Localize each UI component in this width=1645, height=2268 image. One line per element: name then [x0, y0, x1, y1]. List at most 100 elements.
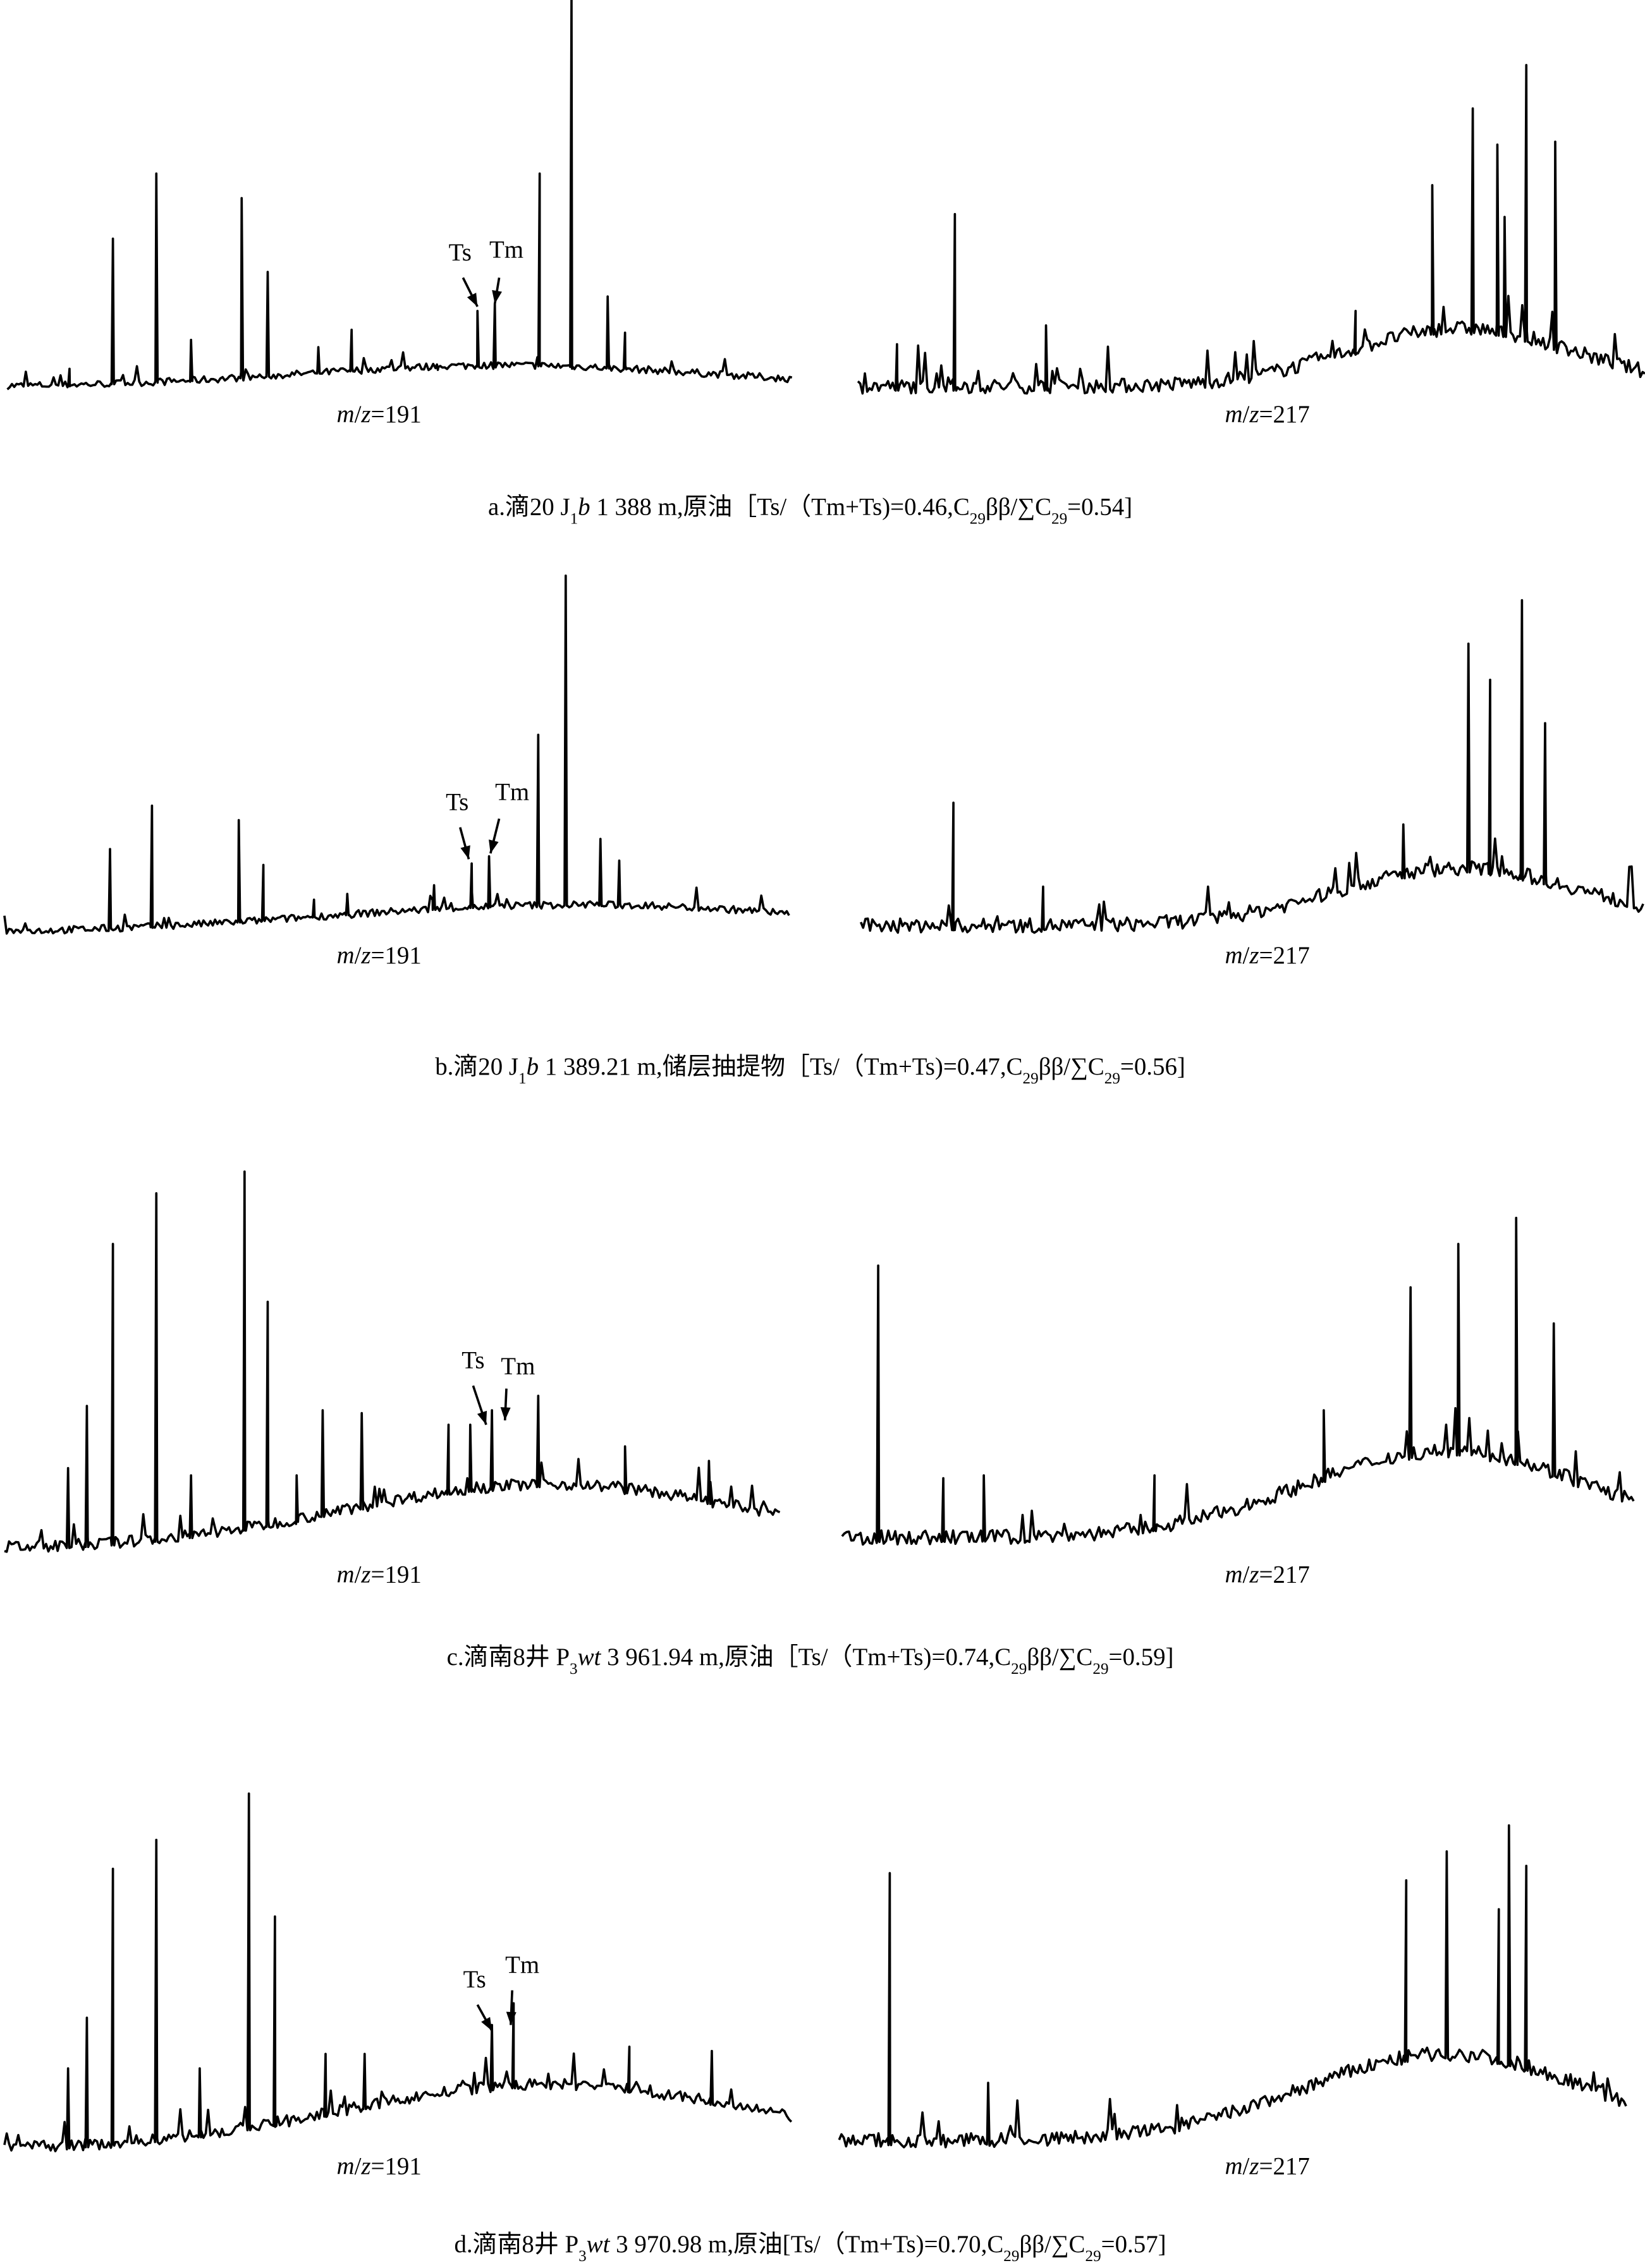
arrow-head [467, 293, 478, 307]
label-part: =0.59] [1109, 1643, 1174, 1671]
label-part: m [1225, 401, 1242, 428]
rich-label: m/z=191 [336, 1561, 421, 1588]
tm-label: Tm [489, 236, 523, 263]
label-part: 3 970.98 m,原油[Ts/（Tm+Ts)=0.70,C [609, 2231, 1003, 2258]
label-part: =191 [371, 942, 422, 969]
subscript: 1 [570, 510, 578, 527]
chromatogram [3, 1792, 793, 2152]
label-part: wt [578, 1643, 602, 1671]
chromatogram [4, 1170, 781, 1553]
arrow-head [506, 2011, 517, 2025]
arrow-head [460, 845, 470, 860]
rich-label: c.滴南8井 P3wt 3 961.94 m,原油［Ts/（Tm+Ts)=0.7… [447, 1643, 1174, 1678]
label-part: z [360, 401, 370, 428]
label-part: =217 [1259, 942, 1310, 969]
label-part: 1 389.21 m,储层抽提物［Ts/（Tm+Ts)=0.47,C [539, 1053, 1022, 1080]
chromatogram [838, 1824, 1627, 2149]
arrow-head [500, 1407, 511, 1421]
label-part: ββ/∑C [1027, 1643, 1092, 1671]
label-part: m [1225, 942, 1242, 969]
label-part: b.滴20 J [435, 1053, 518, 1080]
subscript: 29 [1104, 1070, 1120, 1087]
subscript: 3 [570, 1660, 578, 1677]
rich-label: m/z=217 [1225, 2152, 1309, 2180]
subscript: 29 [1011, 1660, 1027, 1677]
subscript: 29 [1085, 2247, 1101, 2264]
label-part: a.滴20 J [488, 494, 570, 521]
chromatogram [3, 574, 790, 935]
rich-label: m/z=191 [336, 401, 421, 428]
label-part: ββ/∑C [986, 494, 1051, 521]
label-part: wt [587, 2231, 611, 2258]
label-part: ββ/∑C [1039, 1053, 1104, 1080]
label-part: m [336, 2152, 354, 2180]
label-part: m [336, 1561, 354, 1588]
label-part: / [1243, 1561, 1250, 1588]
label-part: z [1249, 942, 1259, 969]
tm-label: Tm [501, 1353, 535, 1380]
rich-label: a.滴20 J1b 1 388 m,原油［Ts/（Tm+Ts)=0.46,C29… [488, 494, 1132, 527]
subscript: 29 [1092, 1660, 1108, 1677]
label-part: =191 [371, 1561, 422, 1588]
arrow-head [477, 1410, 487, 1425]
label-part: b [578, 494, 590, 521]
rich-label: m/z=191 [336, 2152, 421, 2180]
label-part: z [360, 1561, 370, 1588]
subscript: 3 [578, 2247, 587, 2264]
label-part: z [360, 2152, 370, 2180]
subscript: 29 [1051, 510, 1067, 527]
label-part: / [1243, 942, 1250, 969]
tm-label: Tm [495, 778, 529, 805]
label-part: =191 [371, 2152, 422, 2180]
label-part: / [1243, 2152, 1250, 2180]
subscript: 29 [1003, 2247, 1019, 2264]
subscript: 29 [970, 510, 986, 527]
rich-label: d.滴南8井 P3wt 3 970.98 m,原油[Ts/（Tm+Ts)=0.7… [454, 2231, 1166, 2265]
ts-label: Ts [462, 1347, 484, 1374]
label-part: / [355, 942, 362, 969]
label-part: =191 [371, 401, 422, 428]
ts-label: Ts [446, 788, 468, 815]
arrow-head [481, 2016, 492, 2031]
tm-label: Tm [505, 1951, 539, 1978]
ts-label: Ts [449, 239, 472, 266]
label-part: m [336, 401, 354, 428]
rich-label: m/z=217 [1225, 942, 1309, 969]
subscript: 29 [1023, 1070, 1039, 1087]
rich-label: m/z=217 [1225, 401, 1309, 428]
label-part: b [527, 1053, 539, 1080]
label-part: z [1249, 2152, 1259, 2180]
label-part: =217 [1259, 401, 1310, 428]
rich-label: b.滴20 J1b 1 389.21 m,储层抽提物［Ts/（Tm+Ts)=0.… [435, 1053, 1185, 1087]
chromatogram [6, 0, 793, 391]
label-part: =0.57] [1101, 2231, 1166, 2258]
label-part: m [1225, 1561, 1242, 1588]
chromatogram [859, 599, 1644, 934]
arrow-head [489, 839, 499, 854]
subscript: 1 [518, 1070, 527, 1087]
rich-label: m/z=191 [336, 942, 421, 969]
label-part: d.滴南8井 P [454, 2231, 578, 2258]
label-part: / [355, 1561, 362, 1588]
label-part: z [360, 942, 370, 969]
rich-label: m/z=217 [1225, 1561, 1309, 1588]
label-part: / [355, 401, 362, 428]
label-part: m [1225, 2152, 1242, 2180]
label-part: ββ/∑C [1019, 2231, 1085, 2258]
label-part: =217 [1259, 2152, 1310, 2180]
label-part: z [1249, 1561, 1259, 1588]
chromatogram [857, 64, 1645, 395]
label-part: =0.54] [1067, 494, 1132, 521]
ts-label: Ts [463, 1966, 486, 1993]
label-part: z [1249, 401, 1259, 428]
label-part: c.滴南8井 P [447, 1643, 570, 1671]
label-part: 3 961.94 m,原油［Ts/（Tm+Ts)=0.74,C [601, 1643, 1011, 1671]
arrow-head [492, 290, 502, 304]
label-part: / [355, 2152, 362, 2180]
label-part: / [1243, 401, 1250, 428]
label-part: m [336, 942, 354, 969]
chromatogram [841, 1216, 1635, 1546]
label-part: =217 [1259, 1561, 1310, 1588]
label-part: =0.56] [1120, 1053, 1185, 1080]
